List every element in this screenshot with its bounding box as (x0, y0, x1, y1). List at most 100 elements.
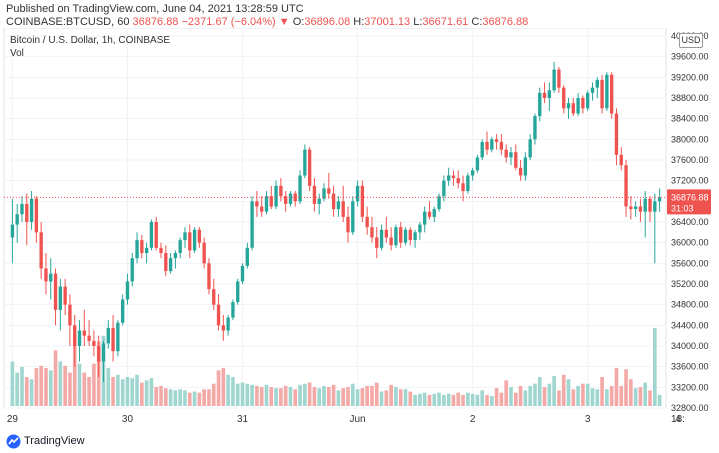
candle-body (331, 193, 336, 210)
candle (53, 268, 58, 326)
volume-bar (173, 390, 178, 406)
volume-bar (87, 377, 91, 406)
y-tick-label: 36400.00 (671, 217, 709, 227)
candle-body (346, 216, 350, 233)
x-tick-label: 18: (671, 414, 685, 425)
candle-body (461, 183, 465, 191)
y-tick-label: 34400.00 (671, 320, 709, 330)
volume-bar (293, 389, 298, 406)
countdown-label: 31:03 (671, 203, 694, 213)
volume-bar (130, 378, 135, 406)
volume-bar (72, 336, 77, 406)
candle (97, 335, 101, 377)
volume-bar (106, 368, 111, 406)
candle-body (77, 330, 82, 346)
volume-bar (298, 384, 302, 406)
candle (547, 82, 552, 111)
volume-bar (68, 372, 72, 406)
candle (514, 144, 518, 171)
candle (533, 113, 537, 145)
candle (408, 227, 412, 246)
candle (274, 180, 278, 210)
currency-button[interactable]: USD (679, 33, 703, 48)
candle (633, 201, 638, 217)
candle-body (629, 206, 633, 210)
volume-bar (600, 377, 604, 406)
volume-bar (590, 388, 595, 406)
candle (442, 175, 446, 202)
volume-bar (389, 384, 393, 406)
candle-series (10, 61, 662, 383)
candle (106, 320, 110, 349)
candle (600, 74, 604, 114)
tradingview-logo-icon (6, 434, 21, 449)
volume-bar (111, 377, 115, 406)
candle-body (264, 196, 269, 212)
last-price-tag (667, 189, 711, 215)
candle-body (595, 79, 599, 88)
candle (168, 253, 173, 274)
volume-bar (370, 385, 374, 406)
candle (192, 227, 197, 253)
candle (149, 219, 154, 251)
candle (317, 193, 321, 215)
candle-body (518, 167, 523, 176)
candle-body (106, 327, 110, 344)
volume-bar (178, 389, 183, 406)
candle-body (470, 170, 475, 176)
candle (73, 315, 77, 367)
candle-body (590, 87, 595, 93)
y-tick-label: 38000.00 (671, 134, 709, 144)
volume-bar (346, 387, 350, 406)
volume-bar (552, 375, 556, 406)
candle-body (63, 286, 67, 305)
volume-bar (657, 394, 662, 406)
candle (643, 191, 647, 238)
volume-bar (432, 393, 437, 406)
candle-body (29, 198, 34, 222)
volume-bar (557, 390, 561, 406)
volume-bar (533, 383, 537, 406)
candle-body (571, 103, 575, 114)
candle-body (418, 224, 422, 233)
candle (403, 227, 408, 246)
candle-body (212, 289, 216, 305)
candle-body (53, 273, 58, 310)
volume-bar (413, 394, 417, 406)
volume-bar (322, 385, 326, 406)
candle-body (360, 185, 365, 217)
candle-body (408, 229, 412, 241)
volume-bar (624, 369, 628, 406)
candle (312, 178, 317, 212)
high-label: H: (353, 16, 365, 28)
candle-body (216, 304, 221, 326)
y-tick-label: 37600.00 (671, 155, 709, 165)
x-tick-label: Jun (350, 414, 366, 425)
candle (341, 185, 345, 222)
candle (423, 206, 427, 233)
volume-bar (331, 384, 336, 406)
volume-bar (418, 393, 422, 406)
last-price: 36876.88 (132, 16, 179, 28)
legend-vol: Vol (10, 48, 24, 59)
candle (130, 253, 134, 287)
volume-bar (466, 392, 470, 406)
volume-bar (20, 367, 24, 406)
candle (92, 330, 96, 357)
candle (250, 196, 254, 251)
candle-body (456, 178, 460, 184)
candle-body (154, 222, 158, 248)
volume-bar (576, 385, 580, 406)
candle-body (73, 325, 77, 346)
candle (231, 299, 235, 321)
volume-bar (614, 368, 619, 406)
price-chart[interactable]: 32800.00 33200.00 33600.00 34000.00 34400.00… (0, 28, 719, 430)
candle-body (236, 281, 240, 303)
tradingview-brand[interactable]: TradingView (24, 435, 85, 447)
candle-body (10, 224, 15, 238)
y-tick-label: 34000.00 (671, 341, 709, 351)
candle (638, 198, 643, 222)
chart-legend: Bitcoin / U.S. Dollar, 1h, COINBASE Vol (10, 34, 170, 60)
y-tick-label: 36000.00 (671, 238, 709, 248)
candle (120, 294, 125, 326)
